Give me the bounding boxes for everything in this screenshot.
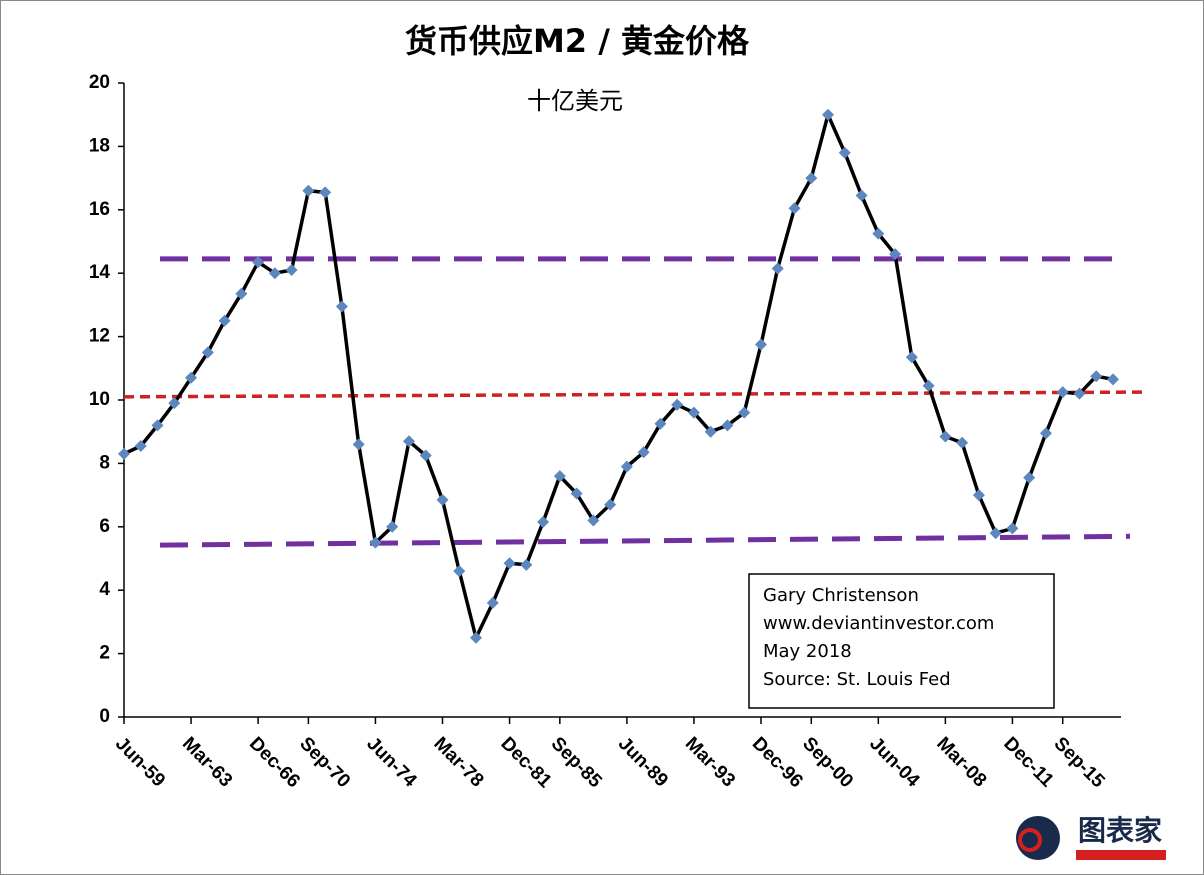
y-tick-label: 2 <box>99 643 110 664</box>
watermark: 图表家 <box>1078 814 1162 847</box>
data-point <box>754 338 767 351</box>
data-point <box>1039 427 1052 440</box>
data-point <box>1090 370 1103 383</box>
data-point <box>402 435 415 448</box>
y-tick-label: 16 <box>89 199 110 220</box>
data-point <box>704 425 717 438</box>
data-point <box>956 436 969 449</box>
data-point <box>570 487 583 500</box>
data-point <box>118 447 130 460</box>
annotation: www.deviantinvestor.com <box>763 613 994 634</box>
data-point <box>788 202 801 215</box>
data-point <box>185 371 198 384</box>
data-point <box>218 314 231 327</box>
y-tick-label: 10 <box>89 389 110 410</box>
reference-line <box>123 390 1149 399</box>
data-point <box>235 287 248 300</box>
data-point <box>268 267 281 280</box>
data-point <box>805 172 818 185</box>
logo-icon <box>1018 828 1042 852</box>
data-point <box>939 430 952 443</box>
data-point <box>604 498 617 511</box>
data-point <box>520 558 533 571</box>
data-point <box>335 300 348 313</box>
data-point <box>201 346 214 359</box>
data-point <box>838 146 851 159</box>
data-point <box>587 514 600 527</box>
data-point <box>822 108 835 121</box>
annotation: Source: St. Louis Fed <box>763 669 951 690</box>
data-point <box>1056 386 1069 399</box>
data-point <box>553 470 566 483</box>
data-point <box>252 256 265 269</box>
data-point <box>872 227 885 240</box>
data-point <box>738 406 751 419</box>
data-point <box>922 379 935 392</box>
y-tick-label: 20 <box>89 72 110 93</box>
data-point <box>1107 373 1119 386</box>
data-point <box>369 536 382 549</box>
annotation-box <box>748 573 1055 709</box>
data-point <box>889 248 902 261</box>
reference-line <box>159 533 1131 548</box>
data-point <box>1023 471 1036 484</box>
annotation: Gary Christenson <box>763 585 919 606</box>
data-point <box>486 596 499 609</box>
data-point <box>654 417 667 430</box>
data-point <box>537 516 550 529</box>
y-tick-label: 12 <box>89 326 110 347</box>
data-point <box>134 439 147 452</box>
data-point <box>285 264 298 277</box>
data-point <box>637 446 650 459</box>
data-point <box>989 527 1002 540</box>
data-point <box>436 493 449 506</box>
data-point <box>470 631 483 644</box>
data-point <box>302 184 315 197</box>
data-point <box>319 186 332 199</box>
y-tick-label: 14 <box>89 262 111 283</box>
data-point <box>419 449 432 462</box>
data-point <box>687 406 700 419</box>
data-point <box>503 557 516 570</box>
data-point <box>453 565 466 578</box>
chart-subtitle: 十亿美元 <box>527 87 623 115</box>
data-point <box>855 189 868 202</box>
data-point <box>1006 522 1019 535</box>
data-point <box>352 438 365 451</box>
data-point <box>168 397 181 410</box>
data-point <box>151 419 164 432</box>
y-tick-label: 6 <box>99 516 110 537</box>
data-point <box>1073 387 1086 400</box>
y-tick-label: 18 <box>89 135 110 156</box>
data-point <box>721 419 734 432</box>
y-tick-label: 8 <box>99 452 110 473</box>
data-point <box>386 520 399 533</box>
y-tick-label: 0 <box>99 706 110 727</box>
logo-bar <box>1076 850 1166 860</box>
data-point <box>905 351 918 364</box>
data-point <box>972 489 985 502</box>
data-point <box>620 460 633 473</box>
data-point <box>671 398 684 411</box>
annotation: May 2018 <box>763 641 852 662</box>
data-point <box>771 262 784 275</box>
chart-title: 货币供应M2 / 黄金价格 <box>405 22 750 60</box>
y-tick-label: 4 <box>99 579 110 600</box>
